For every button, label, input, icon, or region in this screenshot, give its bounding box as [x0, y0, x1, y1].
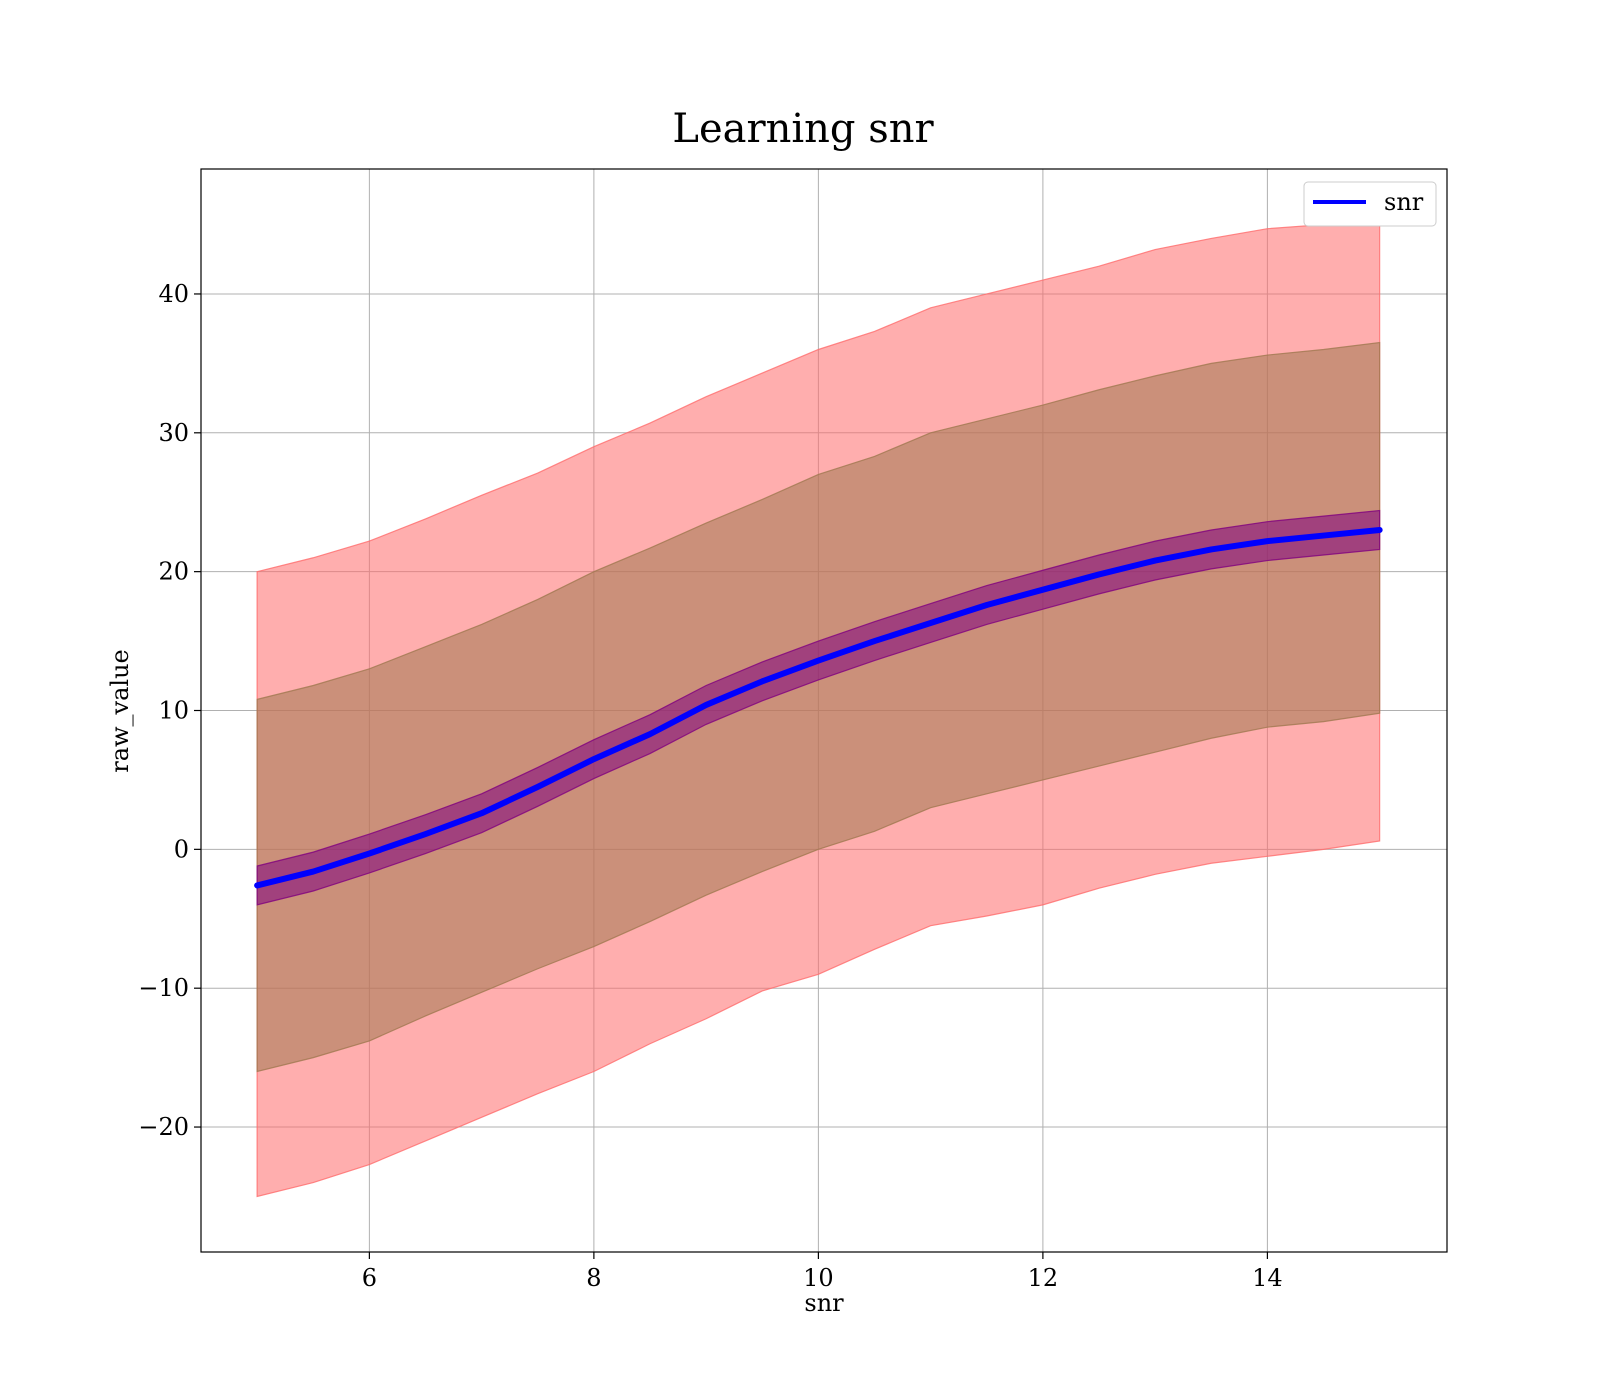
y-tick-label: 10	[158, 697, 189, 725]
x-tick-label: 6	[362, 1264, 377, 1292]
x-tick-label: 10	[803, 1264, 834, 1292]
y-ticks: −20 −10 0 10 20 30 40	[138, 280, 201, 1141]
chart-title: Learning snr	[672, 106, 934, 152]
y-tick-label: 40	[158, 280, 189, 308]
x-ticks: 6 8 10 12 14	[362, 1252, 1283, 1292]
band-inner	[256, 509, 1381, 906]
band-middle	[256, 341, 1381, 1073]
x-tick-label: 8	[586, 1264, 601, 1292]
legend-label: snr	[1384, 188, 1424, 216]
x-tick-label: 12	[1028, 1264, 1059, 1292]
series-line-snr	[254, 527, 1383, 889]
y-axis-label: raw_value	[106, 649, 134, 773]
legend: snr	[1303, 181, 1437, 227]
y-tick-label: −20	[138, 1113, 189, 1141]
bands	[256, 221, 1381, 1198]
x-tick-label: 14	[1252, 1264, 1283, 1292]
y-tick-label: 0	[174, 835, 189, 863]
y-tick-label: −10	[138, 974, 189, 1002]
lines	[254, 527, 1383, 889]
y-tick-label: 20	[158, 558, 189, 586]
x-axis-label: snr	[804, 1289, 844, 1317]
y-tick-label: 30	[158, 419, 189, 447]
legend-box	[1303, 181, 1437, 227]
